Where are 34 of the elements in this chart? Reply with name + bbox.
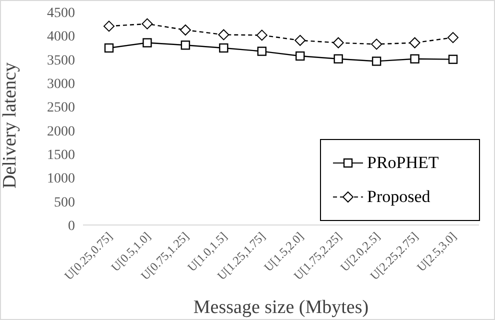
point: [409, 37, 420, 48]
point: [448, 54, 458, 64]
y-tick-label: 500: [54, 195, 75, 210]
point: [104, 43, 114, 53]
point: [104, 20, 114, 32]
point: [332, 37, 344, 48]
legend-label: Proposed: [367, 187, 430, 207]
point: [296, 51, 305, 61]
y-tick-label: 4500: [47, 6, 75, 21]
point: [448, 32, 458, 44]
x-axis-title: Message size (Mbytes): [193, 297, 369, 318]
point: [180, 24, 191, 36]
y-tick-label: 2000: [47, 124, 75, 140]
point: [142, 18, 153, 30]
legend-label: PRoPHET: [367, 153, 439, 173]
y-tick-label: 1500: [47, 148, 75, 163]
point: [410, 54, 420, 64]
y-tick-label: 4000: [47, 30, 75, 45]
point: [372, 56, 382, 66]
point: [142, 38, 152, 48]
y-tick-label: 1000: [47, 172, 75, 187]
y-tick-label: 2500: [47, 100, 75, 116]
point: [219, 43, 228, 53]
y-tick-label: 0: [68, 218, 75, 234]
point: [256, 30, 268, 41]
point: [334, 54, 343, 64]
y-tick-label: 3500: [47, 53, 75, 68]
point: [294, 34, 306, 46]
point: [371, 38, 382, 50]
y-axis-title: Delivery latency: [0, 62, 21, 188]
y-tick-label: 3000: [47, 76, 75, 92]
point: [180, 40, 190, 50]
point: [257, 46, 266, 56]
point: [218, 29, 230, 40]
